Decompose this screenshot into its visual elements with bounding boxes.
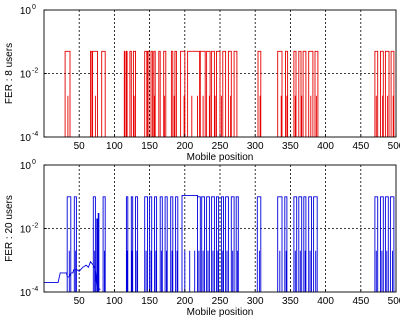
y-tick-label: 10: [20, 133, 32, 144]
y-axis-label: FER : 8 users: [4, 43, 15, 104]
x-tick-label: 400: [317, 141, 334, 152]
y-tick-exponent: -4: [32, 286, 38, 293]
x-tick-label: 300: [247, 296, 264, 307]
y-tick-label: 10: [20, 225, 32, 236]
x-axis-label: Mobile position: [187, 307, 254, 318]
x-tick-label: 300: [247, 141, 264, 152]
x-tick-label: 100: [106, 141, 123, 152]
chart-top: 5010015020025030035040045050010010-210-4…: [4, 4, 400, 163]
y-tick-exponent: 0: [32, 4, 36, 11]
x-tick-label: 50: [74, 141, 86, 152]
y-tick-exponent: -2: [32, 68, 38, 75]
y-tick-exponent: -4: [32, 131, 38, 138]
series-line: [44, 194, 395, 292]
x-tick-label: 150: [141, 296, 158, 307]
x-tick-label: 100: [106, 296, 123, 307]
x-tick-label: 450: [352, 296, 369, 307]
x-tick-label: 200: [176, 141, 193, 152]
x-tick-label: 200: [176, 296, 193, 307]
y-tick-exponent: -2: [32, 223, 38, 230]
x-tick-label: 350: [282, 141, 299, 152]
y-axis-label: FER : 20 users: [4, 195, 15, 262]
y-tick-label: 10: [20, 6, 32, 17]
x-tick-label: 500: [388, 141, 400, 152]
x-tick-label: 350: [282, 296, 299, 307]
y-tick-label: 10: [20, 70, 32, 81]
series-line: [64, 50, 395, 137]
x-axis-label: Mobile position: [187, 152, 254, 163]
x-tick-label: 250: [212, 296, 229, 307]
x-tick-label: 250: [212, 141, 229, 152]
x-tick-label: 150: [141, 141, 158, 152]
y-tick-label: 10: [20, 288, 32, 299]
y-tick-exponent: 0: [32, 159, 36, 166]
x-tick-label: 400: [317, 296, 334, 307]
x-tick-label: 500: [388, 296, 400, 307]
y-tick-label: 10: [20, 161, 32, 172]
chart-bottom: 5010015020025030035040045050010010-210-4…: [4, 159, 400, 318]
x-tick-label: 450: [352, 141, 369, 152]
x-tick-label: 50: [74, 296, 86, 307]
